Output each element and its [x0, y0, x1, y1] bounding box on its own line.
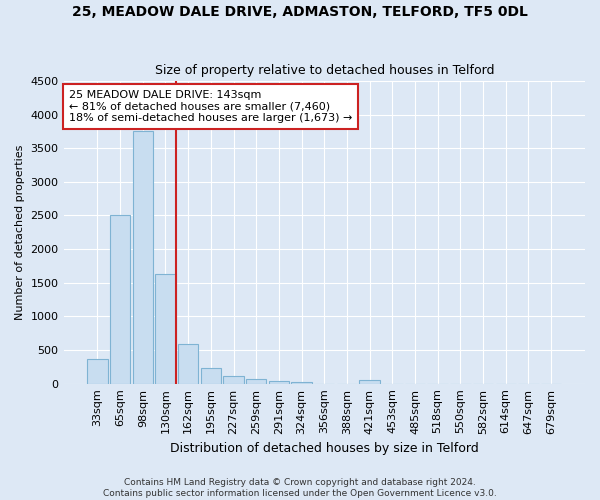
Bar: [359, 380, 380, 384]
Text: 25 MEADOW DALE DRIVE: 143sqm
← 81% of detached houses are smaller (7,460)
18% of: 25 MEADOW DALE DRIVE: 143sqm ← 81% of de…: [69, 90, 352, 123]
Bar: [223, 376, 244, 384]
Text: 25, MEADOW DALE DRIVE, ADMASTON, TELFORD, TF5 0DL: 25, MEADOW DALE DRIVE, ADMASTON, TELFORD…: [72, 5, 528, 19]
Bar: [269, 381, 289, 384]
Bar: [155, 274, 176, 384]
Bar: [133, 132, 153, 384]
Y-axis label: Number of detached properties: Number of detached properties: [15, 144, 25, 320]
Bar: [87, 359, 107, 384]
Text: Contains HM Land Registry data © Crown copyright and database right 2024.
Contai: Contains HM Land Registry data © Crown c…: [103, 478, 497, 498]
X-axis label: Distribution of detached houses by size in Telford: Distribution of detached houses by size …: [170, 442, 479, 455]
Bar: [246, 380, 266, 384]
Bar: [200, 368, 221, 384]
Bar: [110, 216, 130, 384]
Bar: [178, 344, 199, 384]
Title: Size of property relative to detached houses in Telford: Size of property relative to detached ho…: [155, 64, 494, 77]
Bar: [292, 382, 312, 384]
